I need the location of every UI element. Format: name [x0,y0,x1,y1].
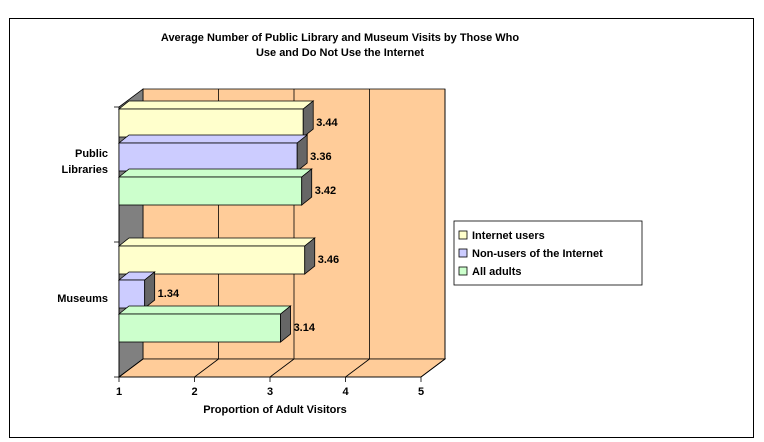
legend-box [453,220,643,286]
data-label: 3.46 [318,254,339,266]
data-label: 3.36 [310,151,331,163]
data-label: 3.42 [315,185,336,197]
data-label: 3.44 [316,117,338,129]
category-label: Libraries [62,164,108,176]
chart-frame: Average Number of Public Library and Mus… [9,18,754,438]
legend-label: Internet users [472,230,545,242]
legend-label: All adults [472,266,522,278]
floor-gridline [118,358,144,378]
legend-swatch [458,248,468,258]
bar-top-face [117,134,309,144]
bar-end-face [304,237,316,275]
x-tick-label: 1 [116,386,122,398]
data-label: 3.14 [294,322,316,334]
floor-gridline [345,358,370,378]
chart-svg: Average Number of Public Library and Mus… [57,32,643,416]
x-tick-label: 3 [267,386,273,398]
bar-end-face [296,134,308,172]
bar-top-face [117,168,313,178]
bar [118,108,304,138]
bar-end-face [144,271,156,309]
category-label: Museums [57,293,108,305]
x-tick-label: 5 [418,386,424,398]
x-axis-title: Proportion of Adult Visitors [203,404,347,416]
bar-top-face [117,305,292,315]
floor-gridline [420,358,446,378]
x-tick-label: 4 [342,386,349,398]
floor-gridline [194,358,219,378]
legend-swatch [458,266,468,276]
bar [118,176,303,206]
bar [118,313,281,343]
data-label: 1.34 [158,288,180,300]
bar [118,245,306,275]
chart-title-line: Average Number of Public Library and Mus… [161,32,519,44]
chart-title-line: Use and Do Not Use the Internet [256,47,424,59]
bar [118,142,298,172]
bar-end-face [280,305,291,343]
bar [118,279,146,309]
bar-top-face [117,100,315,110]
legend-swatch [458,230,468,240]
bar-end-face [302,100,314,138]
x-tick-label: 2 [191,386,197,398]
floor-gridline [269,358,295,378]
category-label: Public [75,148,108,160]
legend-label: Non-users of the Internet [472,248,603,260]
bar-top-face [117,237,316,247]
bar-end-face [301,168,313,206]
